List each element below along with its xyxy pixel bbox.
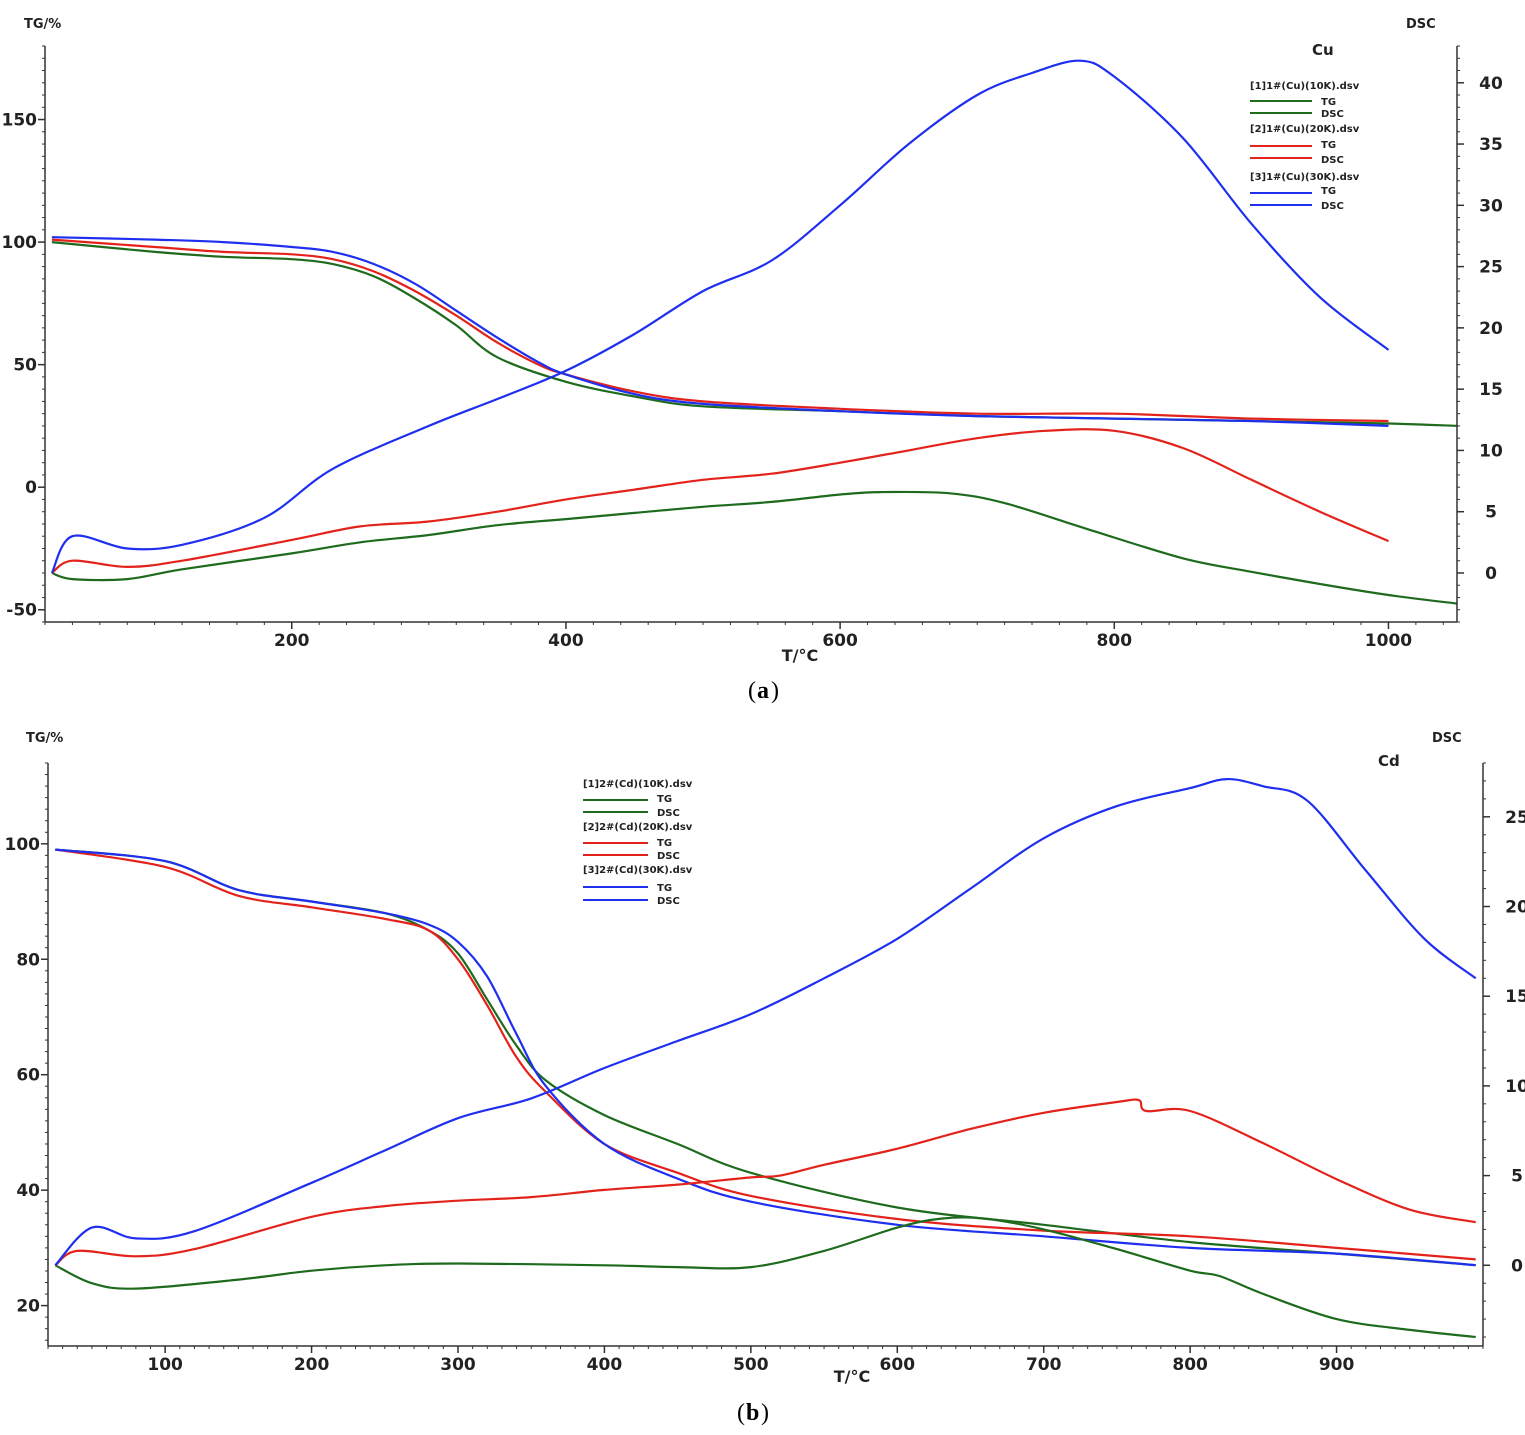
panel-a-x-tick-label: 200 — [274, 631, 310, 651]
panel-b-x-tick-label: 700 — [1026, 1355, 1062, 1375]
panel-a-right-axis-label: DSC — [1406, 17, 1436, 32]
panel-a-y-right-tick-label: 15 — [1479, 380, 1503, 400]
panel-b-x-tick-label: 800 — [1172, 1355, 1208, 1375]
panel-b-legend-dsc-3: DSC — [657, 896, 680, 907]
panel-b-x-tick-label: 400 — [587, 1355, 623, 1375]
panel-a-caption-letter: a — [757, 678, 769, 704]
panel-b-x-tick-label: 900 — [1319, 1355, 1355, 1375]
panel-b-x-tick-label: 500 — [733, 1355, 769, 1375]
panel-b-series-line-5 — [54, 1098, 1476, 1267]
panel-a-y-left-tick-label: 150 — [2, 111, 38, 131]
panel-b-subtitle: Cd — [1378, 752, 1400, 770]
panel-a-series-line-2 — [51, 238, 1389, 423]
panel-a-y-left-tick-label: 50 — [13, 356, 37, 376]
panel-b-y-left-tick-label: 20 — [16, 1297, 40, 1317]
panel-b-legend-dsc-1: DSC — [657, 808, 680, 819]
panel-b-y-right-tick-label: 25 — [1505, 808, 1525, 828]
panel-a-x-tick-label: 400 — [548, 631, 584, 651]
panel-a-legend-file-3: [3]1#(Cu)(30K).dsv — [1250, 172, 1360, 183]
panel-a-series-line-3 — [51, 236, 1389, 427]
panel-b-y-left-tick-label: 80 — [16, 950, 40, 970]
panel-b-legend-dsc-2: DSC — [657, 851, 680, 862]
panel-a-x-tick-label: 1000 — [1365, 631, 1412, 651]
panel-b-y-left-tick-label: 40 — [16, 1181, 40, 1201]
panel-a-y-right-tick-label: 30 — [1479, 196, 1503, 216]
panel-b-caption-letter: b — [746, 1400, 759, 1426]
panel-b-legend-tg-1: TG — [657, 794, 672, 805]
panel-b-y-right-tick-label: 15 — [1505, 987, 1525, 1007]
panel-b-x-axis-label: T/°C — [834, 1367, 871, 1386]
panel-a-legend-file-1: [1]1#(Cu)(10K).dsv — [1250, 81, 1360, 92]
panel-a-legend-tg-1: TG — [1321, 97, 1336, 108]
panel-a-y-left-tick-label: -50 — [6, 601, 37, 621]
panel-b-series-line-2 — [55, 848, 1476, 1261]
panel-a-legend-dsc-3: DSC — [1321, 201, 1344, 212]
panel-a-subtitle: Cu — [1312, 41, 1334, 59]
panel-b-x-tick-label: 600 — [880, 1355, 916, 1375]
panel-b-left-axis-label: TG/% — [26, 731, 63, 746]
panel-b-caption-close: ) — [761, 1400, 769, 1426]
panel-b-series-line-6 — [54, 777, 1477, 1267]
panel-a-legend-tg-2: TG — [1321, 140, 1336, 151]
panel-b-legend-tg-3: TG — [657, 883, 672, 894]
panel-b-series-line-4 — [54, 1216, 1476, 1339]
panel-b-y-right-tick-label: 10 — [1505, 1077, 1525, 1097]
panel-a-caption-open: ( — [748, 678, 756, 704]
panel-b-legend-file-1: [1]2#(Cd)(10K).dsv — [583, 779, 693, 790]
panel-b-series-line-1 — [55, 848, 1476, 1267]
panel-b-y-left-tick-label: 100 — [5, 835, 41, 855]
panel-a-y-right-tick-label: 10 — [1479, 441, 1503, 461]
panel-b-caption-open: ( — [737, 1400, 745, 1426]
panel-a-chart: TG/% DSC Cu 200 400 600 800 1000-50050100150… — [2, 17, 1503, 704]
panel-b-y-right-tick-label: 5 — [1511, 1167, 1523, 1187]
panel-b-series-line-3 — [55, 848, 1476, 1267]
panel-a-y-right-tick-label: 35 — [1479, 135, 1503, 155]
panel-b-legend-tg-2: TG — [657, 838, 672, 849]
panel-a-y-right-tick-label: 5 — [1485, 503, 1497, 523]
panel-b-legend: [1]2#(Cd)(10K).dsv TG DSC [2]2#(Cd)(20K)… — [583, 779, 693, 907]
panel-a-series-line-5 — [51, 428, 1389, 574]
panel-b-right-axis-label: DSC — [1432, 731, 1462, 746]
panel-a-legend-file-2: [2]1#(Cu)(20K).dsv — [1250, 124, 1360, 135]
panel-a-caption-close: ) — [771, 678, 779, 704]
panel-a-y-right-tick-label: 20 — [1479, 319, 1503, 339]
panel-a-series-line-6 — [50, 59, 1390, 574]
panel-b-chart: TG/% DSC Cd 100 200 300 400 500 600 700 800 9002… — [5, 731, 1525, 1426]
panel-b-x-tick-label: 200 — [294, 1355, 330, 1375]
panel-a-x-tick-label: 800 — [1097, 631, 1133, 651]
panel-b-x-tick-label: 100 — [147, 1355, 183, 1375]
panel-a-y-right-tick-label: 0 — [1485, 564, 1497, 584]
panel-b-x-tick-label: 300 — [440, 1355, 476, 1375]
panel-a-x-tick-label: 600 — [822, 631, 858, 651]
panel-a-y-right-tick-label: 40 — [1479, 74, 1503, 94]
panel-a-left-axis-label: TG/% — [24, 17, 61, 32]
panel-a-legend-dsc-2: DSC — [1321, 155, 1344, 166]
panel-a-y-left-tick-label: 0 — [25, 478, 37, 498]
panel-a-legend: [1]1#(Cu)(10K).dsv TG DSC [2]1#(Cu)(20K)… — [1250, 81, 1360, 212]
panel-b-y-right-tick-label: 0 — [1511, 1256, 1523, 1276]
panel-a-y-left-tick-label: 100 — [2, 233, 38, 253]
panel-a-y-right-tick-label: 25 — [1479, 258, 1503, 278]
panel-a-legend-tg-3: TG — [1321, 186, 1336, 197]
panel-a-x-axis-label: T/°C — [782, 646, 819, 665]
panel-a-legend-dsc-1: DSC — [1321, 109, 1344, 120]
panel-b-y-right-tick-label: 20 — [1505, 898, 1525, 918]
panel-b-legend-file-2: [2]2#(Cd)(20K).dsv — [583, 822, 693, 833]
panel-b-legend-file-3: [3]2#(Cd)(30K).dsv — [583, 865, 693, 876]
panel-b-y-left-tick-label: 60 — [16, 1066, 40, 1086]
panel-a-series-line-4 — [51, 490, 1458, 605]
